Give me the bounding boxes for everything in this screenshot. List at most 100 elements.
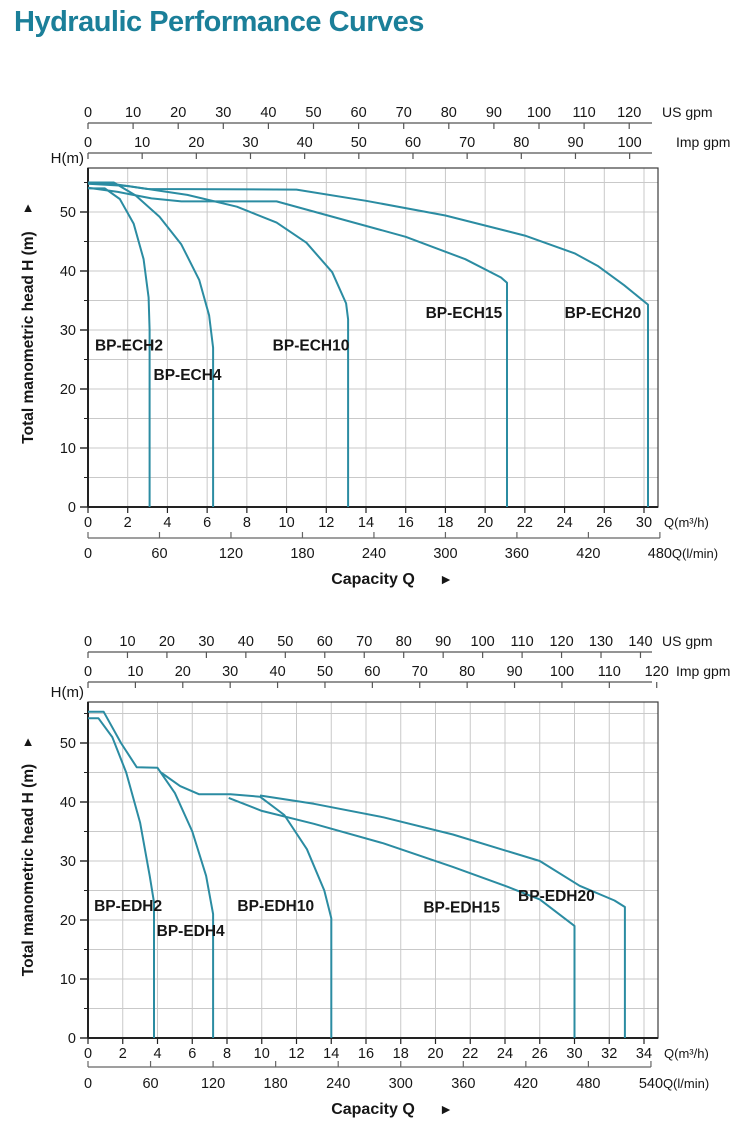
tick-label: 0 — [84, 1076, 92, 1092]
tick-label: 360 — [451, 1076, 475, 1092]
tick-label: 30 — [242, 135, 258, 151]
tick-label: 60 — [317, 634, 333, 650]
tick-label: 18 — [393, 1046, 409, 1062]
axis-unit-label: US gpm — [662, 633, 713, 649]
tick-label: 0 — [84, 634, 92, 650]
y-tick-label: 0 — [68, 500, 76, 516]
tick-label: 130 — [589, 634, 613, 650]
tick-label: 30 — [222, 664, 238, 680]
tick-label: 20 — [159, 634, 175, 650]
y-axis: 0 10 20 30 40 50 H(m) Total manometric head H (… — [20, 150, 88, 516]
tick-label: 10 — [134, 135, 150, 151]
tick-label: 80 — [441, 105, 457, 121]
tick-label: 60 — [151, 546, 167, 562]
curve-BP-ECH15 — [87, 186, 508, 507]
tick-label: 90 — [567, 135, 583, 151]
caption-arrow-icon: ► — [439, 571, 453, 587]
tick-label: 20 — [188, 135, 204, 151]
tick-label: 22 — [517, 515, 533, 531]
curve-label-BP-EDH10: BP-EDH10 — [237, 898, 314, 915]
y-tick-label: 20 — [60, 913, 76, 929]
frame-rect — [87, 167, 659, 508]
tick-label: 8 — [243, 515, 251, 531]
x-axis-m3h: 0 2 4 6 8 10 12 14 16 18 20 22 24 26 30 Q(m³/h) — [84, 507, 709, 531]
tick-label: 10 — [127, 664, 143, 680]
y-tick-label: 30 — [60, 854, 76, 870]
tick-label: 10 — [254, 1046, 270, 1062]
tick-label: 60 — [142, 1076, 158, 1092]
curve-label-BP-EDH15: BP-EDH15 — [423, 899, 500, 916]
curve-BP-ECH4 — [88, 181, 215, 507]
tick-label: 50 — [317, 664, 333, 680]
y-tick-label: 10 — [60, 972, 76, 988]
tick-label: 26 — [596, 515, 612, 531]
curve-label-BP-ECH2: BP-ECH2 — [95, 338, 163, 355]
tick-label: 120 — [219, 546, 243, 562]
y-tick-label: 50 — [60, 736, 76, 752]
tick-label: 16 — [398, 515, 414, 531]
tick-label: 110 — [511, 634, 534, 650]
caption-text: Capacity Q — [331, 1101, 415, 1118]
curve-BP-ECH20 — [87, 182, 649, 507]
curve-label-BP-ECH4: BP-ECH4 — [154, 367, 222, 384]
curve-label-BP-ECH10: BP-ECH10 — [273, 338, 350, 355]
curve-BP-ECH10 — [87, 182, 350, 507]
tick-label: 90 — [506, 664, 522, 680]
tick-label: 240 — [326, 1076, 350, 1092]
curve-label-BP-EDH20: BP-EDH20 — [518, 888, 595, 905]
plot-frame — [87, 701, 659, 1039]
y-tick-label: 0 — [68, 1031, 76, 1047]
tick-label: 0 — [84, 1046, 92, 1062]
tick-label: 480 — [648, 546, 672, 562]
tick-label: 4 — [153, 1046, 161, 1062]
tick-label: 24 — [497, 1046, 513, 1062]
tick-label: 480 — [576, 1076, 600, 1092]
tick-label: 240 — [362, 546, 386, 562]
tick-label: 540 — [639, 1076, 663, 1092]
tick-label: 30 — [636, 515, 652, 531]
axis-unit-label: Imp gpm — [676, 134, 730, 150]
tick-label: 40 — [260, 105, 276, 121]
curve-label-BP-ECH20: BP-ECH20 — [565, 305, 642, 322]
tick-label: 80 — [396, 634, 412, 650]
tick-label: 40 — [297, 135, 313, 151]
tick-label: 80 — [513, 135, 529, 151]
tick-label: 90 — [486, 105, 502, 121]
x-axis-m3h: 0 2 4 6 8 10 12 14 16 18 20 22 24 26 30 32 34 Q(m³/h) — [84, 1038, 709, 1062]
tick-label: 30 — [198, 634, 214, 650]
curve-BP-EDH4 — [88, 710, 215, 1038]
y-axis-corner-label: H(m) — [51, 150, 84, 167]
tick-label: 100 — [527, 105, 551, 121]
y-axis-arrow-icon: ▲ — [22, 734, 35, 749]
tick-label: 20 — [170, 105, 186, 121]
tick-label: 300 — [389, 1076, 413, 1092]
imp-gpm-axis: 0 10 20 30 40 50 60 70 80 90 100 110 120 Imp gpm — [84, 663, 730, 688]
tick-label: 14 — [358, 515, 374, 531]
tick-label: 10 — [119, 634, 135, 650]
curve-labels: BP-ECH2 BP-ECH4 BP-ECH10 BP-ECH15 BP-ECH20 — [95, 305, 641, 384]
tick-label: 70 — [396, 105, 412, 121]
axis-unit-label: Q(l/min) — [672, 546, 718, 561]
tick-label: 34 — [636, 1046, 652, 1062]
tick-label: 0 — [84, 105, 92, 121]
curve-BP-EDH2 — [88, 717, 155, 1038]
tick-label: 180 — [264, 1076, 288, 1092]
tick-label: 110 — [598, 664, 621, 680]
y-tick-label: 40 — [60, 264, 76, 280]
tick-label: 24 — [557, 515, 573, 531]
us-gpm-axis: 0 10 20 30 40 50 60 70 80 90 100 110 120 US gpm — [84, 104, 713, 129]
frame-rect — [87, 701, 659, 1039]
tick-label: 90 — [435, 634, 451, 650]
tick-label: 40 — [270, 664, 286, 680]
tick-label: 20 — [427, 1046, 443, 1062]
caption-arrow-icon: ► — [439, 1101, 453, 1117]
tick-label: 50 — [305, 105, 321, 121]
axis-unit-label: Q(l/min) — [663, 1076, 709, 1091]
tick-label: 10 — [279, 515, 295, 531]
tick-label: 100 — [618, 135, 642, 151]
y-axis: 0 10 20 30 40 50 H(m) Total manometric head H (… — [20, 684, 88, 1047]
tick-label: 80 — [459, 664, 475, 680]
imp-gpm-axis: 0 10 20 30 40 50 60 70 80 90 100 Imp gpm — [84, 134, 730, 159]
tick-label: 18 — [437, 515, 453, 531]
tick-label: 120 — [617, 105, 641, 121]
